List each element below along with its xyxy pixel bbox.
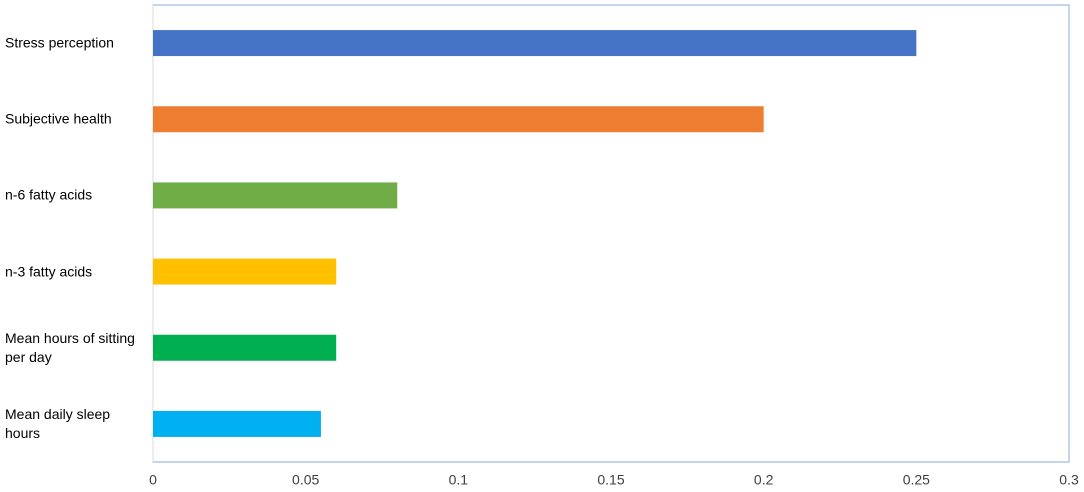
y-tick-label: n-3 fatty acids <box>5 263 93 280</box>
y-tick-label: Stress perception <box>5 34 114 51</box>
y-tick-label: Mean hours of sitting per day <box>5 329 135 365</box>
x-tick-label: 0.1 <box>449 472 469 488</box>
x-tick-label: 0.3 <box>1059 472 1079 488</box>
bar <box>153 182 398 209</box>
x-tick-label: 0.2 <box>754 472 774 488</box>
bar <box>153 410 321 437</box>
y-tick-label: n-6 fatty acids <box>5 186 93 203</box>
bar <box>153 334 337 361</box>
y-tick-label: Subjective health <box>5 110 112 127</box>
plot-frame <box>152 4 1070 463</box>
bar <box>153 258 337 285</box>
bar <box>153 106 764 133</box>
x-tick-label: 0 <box>149 472 157 488</box>
y-tick-label: Mean daily sleep hours <box>5 405 111 441</box>
x-tick-label: 0.25 <box>903 472 930 488</box>
x-tick-label: 0.15 <box>597 472 624 488</box>
bar <box>153 30 917 57</box>
x-tick-label: 0.05 <box>292 472 319 488</box>
